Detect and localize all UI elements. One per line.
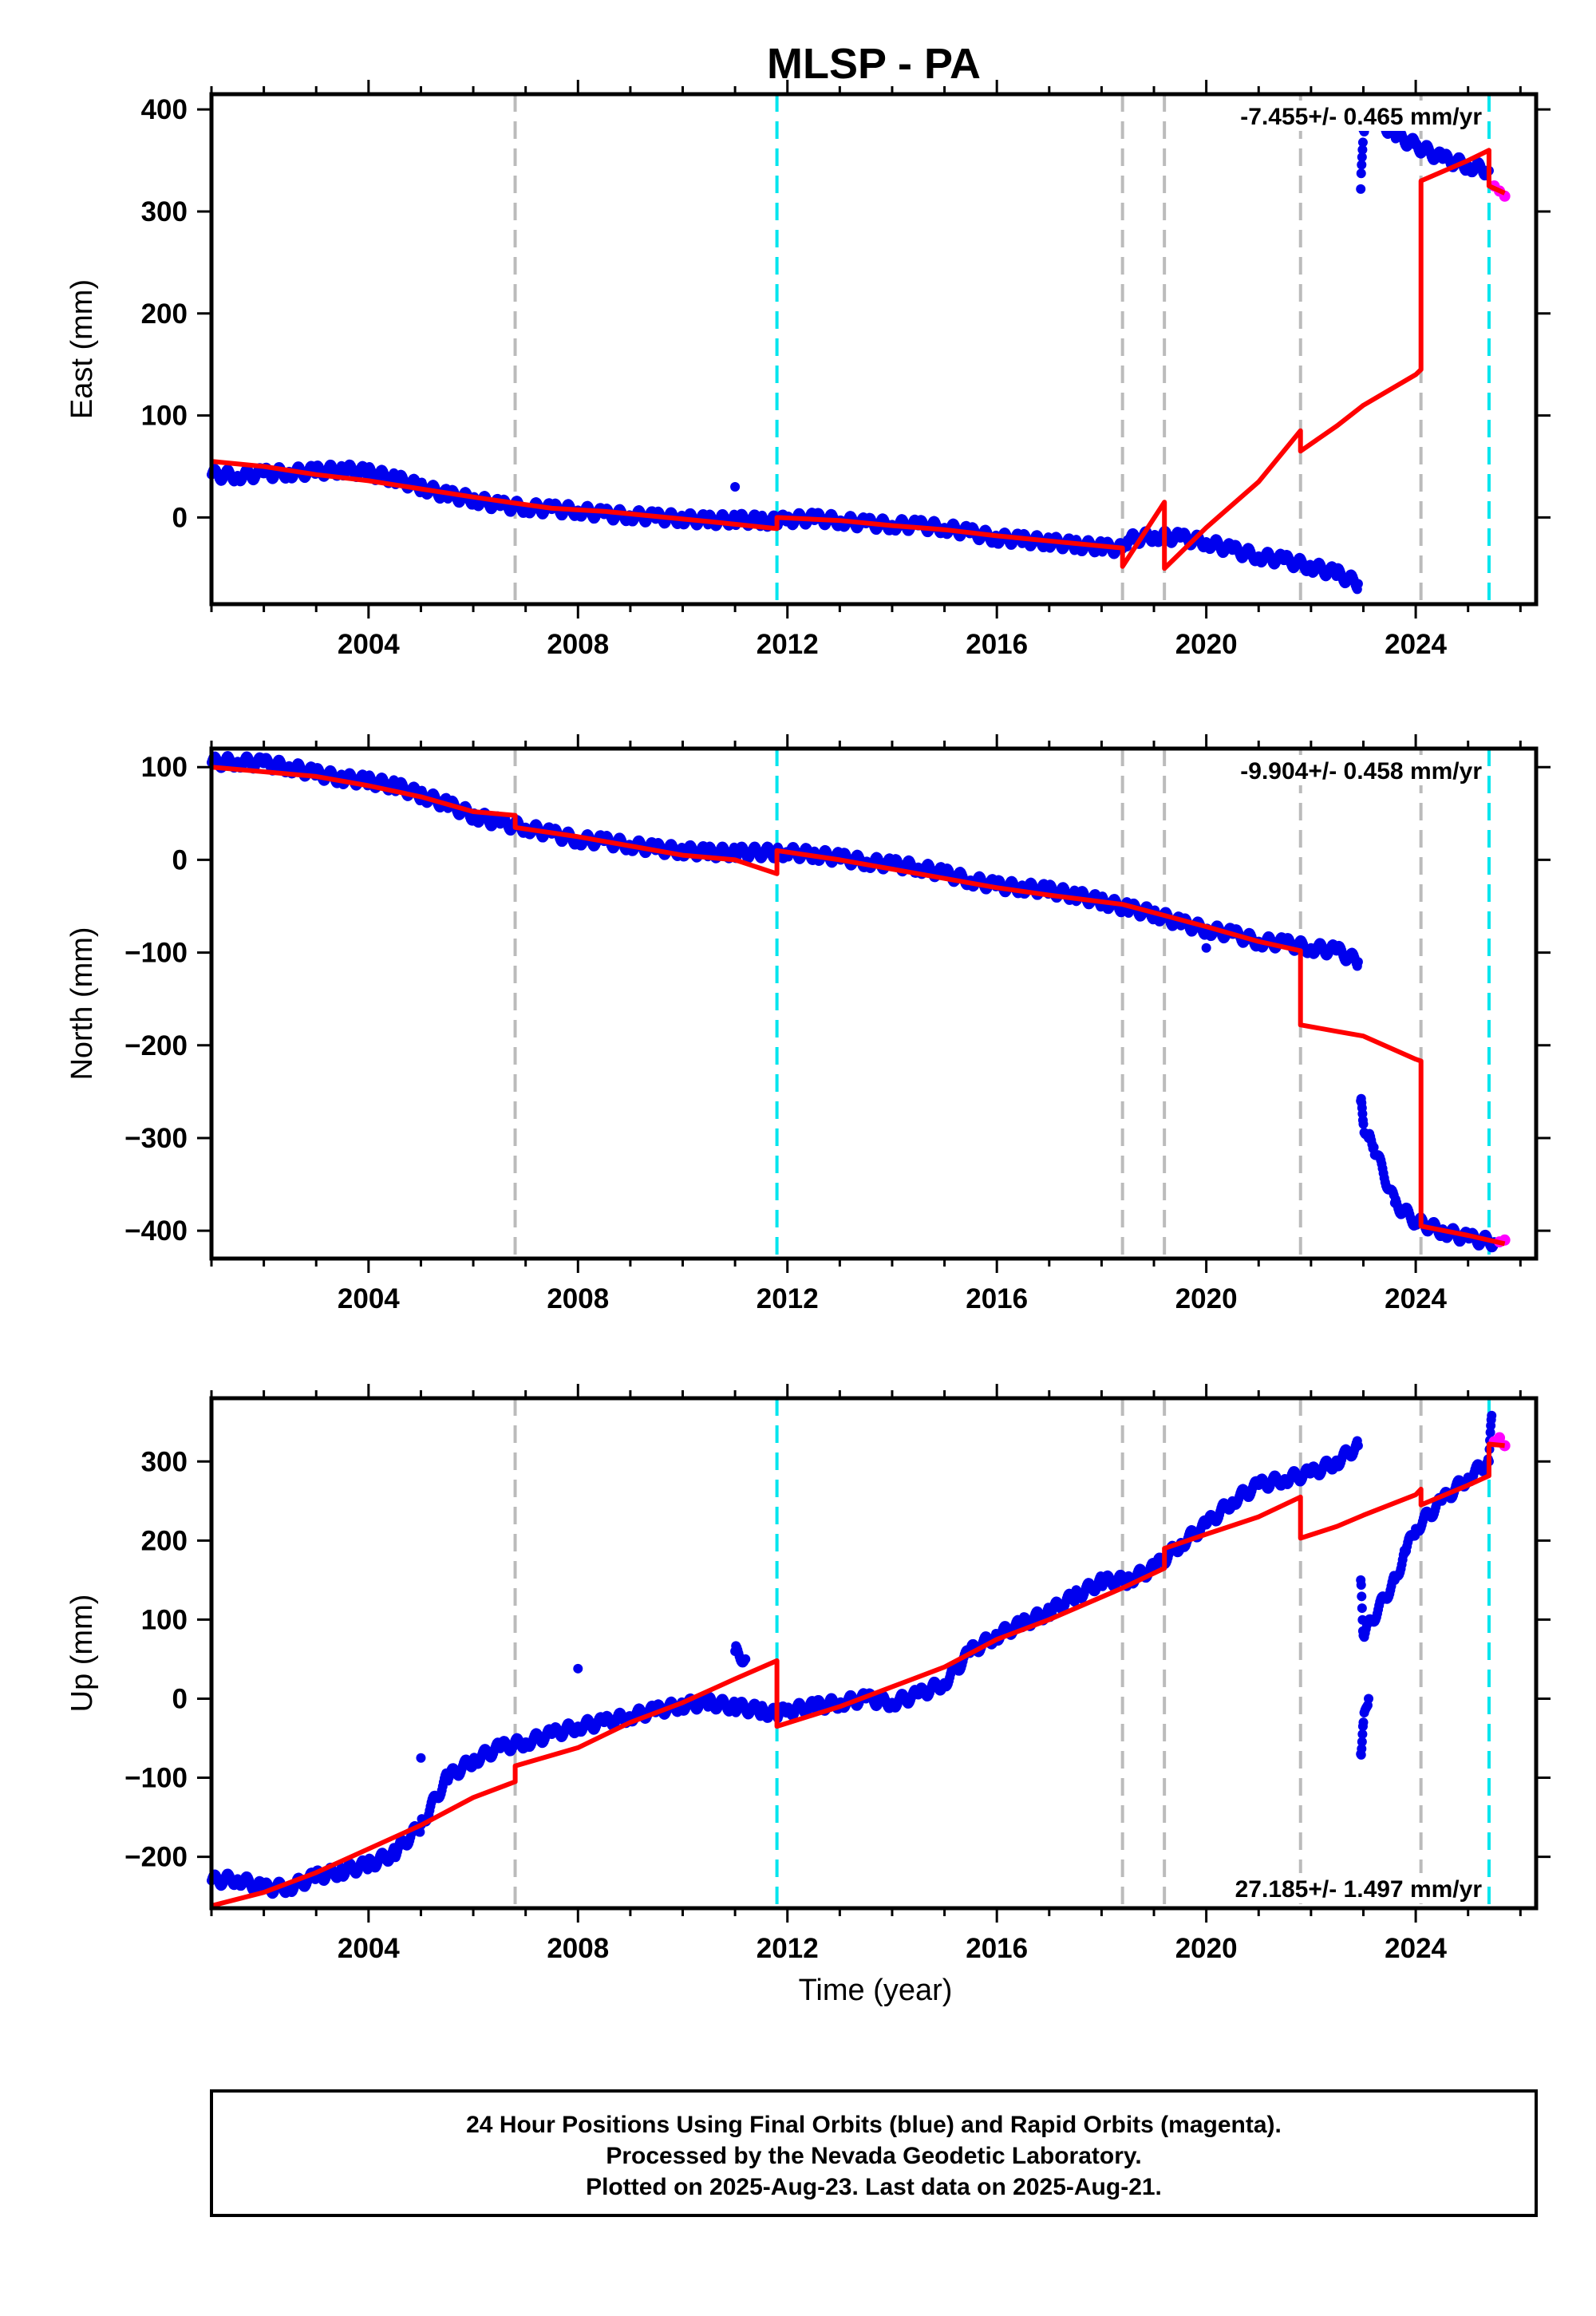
north-x-tick-label-0: 2004 (338, 1283, 400, 1314)
north-x-tick-label-5: 2024 (1385, 1283, 1447, 1314)
footer-box: 24 Hour Positions Using Final Orbits (bl… (210, 2089, 1538, 2217)
east-y-tick-label-2: 200 (141, 298, 188, 330)
east-y-tick-label-0: 0 (172, 502, 188, 533)
east-x-tick-label-5: 2024 (1385, 629, 1447, 660)
east-final-point-fill (1357, 144, 1368, 155)
east-y-tick-label-3: 300 (141, 196, 188, 227)
up-final-point-59 (416, 1753, 426, 1763)
up-final-point-fill (1356, 1580, 1366, 1591)
north-y-axis-label: North (mm) (65, 927, 99, 1080)
east-final-point-fill (1356, 168, 1366, 179)
north-y-tick-label-4: −300 (124, 1123, 188, 1154)
up-final-point-fill (415, 1827, 425, 1837)
east-plot-frame (209, 92, 1539, 607)
north-final-point-fill (1357, 1115, 1368, 1125)
north-panel: 2004 2008 2012 2016 2020 2024 100 0 −100 −200 −300… (65, 734, 1551, 1314)
north-y-tick-label-0: 100 (141, 752, 188, 783)
north-x-tick-label-4: 2020 (1175, 1283, 1238, 1314)
east-rate-label: -7.455+/- 0.465 mm/yr (1240, 104, 1482, 130)
north-x-tick-label-2: 2012 (757, 1283, 819, 1314)
north-y-tick-label-2: −100 (124, 938, 188, 969)
north-x-tick-label-1: 2008 (547, 1283, 609, 1314)
up-final-point-fill (1485, 1427, 1495, 1437)
up-final-point-fill (1362, 1700, 1373, 1710)
east-final-point-47 (1356, 184, 1366, 194)
north-x-tick-label-3: 2016 (966, 1283, 1028, 1314)
north-y-tick-label-5: −400 (124, 1215, 188, 1247)
north-rate-label: -9.904+/- 0.458 mm/yr (1240, 758, 1482, 785)
chart-title: MLSP - PA (767, 40, 981, 88)
up-x-tick-label-2: 2012 (757, 1933, 819, 1964)
up-final-point-58 (573, 1663, 583, 1674)
north-plot-frame (209, 746, 1539, 1261)
up-final-point-fill (1357, 1603, 1367, 1614)
north-rate-label-bg (1195, 755, 1485, 785)
east-final-point-fill (1352, 584, 1362, 595)
up-y-axis-label: Up (mm) (65, 1595, 99, 1713)
up-final-point-fill (740, 1655, 750, 1666)
east-y-tick-label-1: 100 (141, 401, 188, 432)
up-final-point-fill (1357, 1729, 1368, 1739)
north-final-point-54 (1201, 943, 1211, 953)
up-y-tick-label-5: −200 (124, 1842, 188, 1873)
up-x-tick-label-4: 2020 (1175, 1933, 1238, 1964)
east-panel: 2004 2008 2012 2016 2020 2024 0 100 200 300 400 Eas… (65, 80, 1551, 660)
up-y-tick-label-1: 200 (141, 1525, 188, 1556)
footer-line-1: 24 Hour Positions Using Final Orbits (bl… (466, 2112, 1282, 2138)
up-x-tick-label-1: 2008 (547, 1933, 609, 1964)
footer-line-2: Processed by the Nevada Geodetic Laborat… (606, 2143, 1141, 2169)
up-final-point-fill (1352, 1436, 1362, 1446)
east-y-tick-label-4: 400 (141, 94, 188, 125)
up-final-point-fill (1357, 1591, 1367, 1602)
east-final-point-fill (1357, 137, 1368, 148)
up-rate-label: 27.185+/- 1.497 mm/yr (1235, 1876, 1483, 1903)
north-final-point-fill (1352, 961, 1362, 971)
east-rate-label-bg (1195, 101, 1485, 131)
east-final-point-55 (730, 482, 741, 492)
north-y-tick-label-1: 0 (172, 844, 188, 875)
footer-line-3: Plotted on 2025-Aug-23. Last data on 202… (586, 2174, 1162, 2200)
up-y-tick-label-2: 100 (141, 1604, 188, 1635)
up-final-point-fill (1357, 1744, 1367, 1754)
east-x-tick-label-3: 2016 (966, 629, 1028, 660)
east-x-tick-label-4: 2020 (1175, 629, 1238, 660)
east-x-tick-label-1: 2008 (547, 629, 609, 660)
north-model-line (211, 765, 1506, 1247)
up-y-tick-label-0: 300 (141, 1446, 188, 1477)
up-final-point-fill (1486, 1415, 1496, 1425)
up-model-line (211, 1441, 1505, 1908)
up-x-tick-label-0: 2004 (338, 1933, 400, 1964)
up-final-point-fill (1357, 1721, 1368, 1732)
up-plot-frame (209, 1396, 1539, 1911)
east-final-point-fill (1357, 152, 1367, 162)
up-rate-label-bg (1195, 1873, 1485, 1903)
east-final-point-fill (1357, 160, 1367, 170)
east-x-tick-label-0: 2004 (338, 629, 400, 660)
x-axis-label: Time (year) (799, 1974, 953, 2007)
east-y-axis-label: East (mm) (65, 279, 99, 419)
north-y-tick-label-3: −200 (124, 1030, 188, 1061)
up-y-tick-label-4: −100 (124, 1763, 188, 1794)
up-final-point-fill (1357, 1737, 1367, 1747)
up-x-tick-label-5: 2024 (1385, 1933, 1447, 1964)
east-x-tick-label-2: 2012 (757, 629, 819, 660)
up-rapid-point-1 (1494, 1432, 1506, 1444)
east-model-line (211, 148, 1506, 571)
up-y-tick-label-3: 0 (172, 1683, 188, 1714)
up-rapid-point-2 (1499, 1440, 1511, 1452)
up-x-tick-label-3: 2016 (966, 1933, 1028, 1964)
up-panel: 2004 2008 2012 2016 2020 2024 300 200 100 0 −100 −2… (65, 1384, 1551, 1964)
